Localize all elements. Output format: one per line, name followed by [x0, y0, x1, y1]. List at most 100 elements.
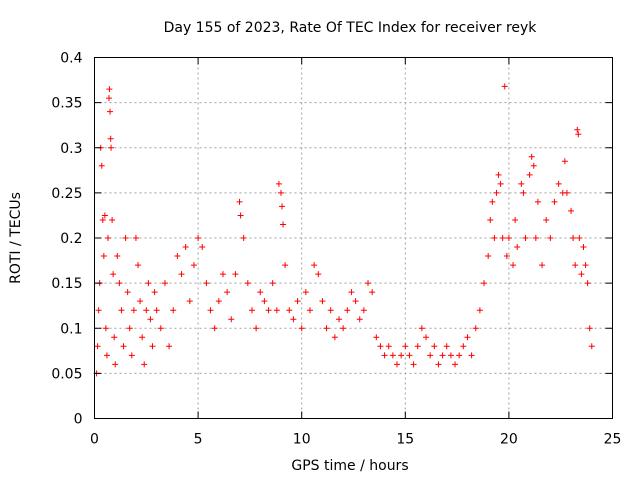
data-point: [107, 135, 114, 142]
data-point: [518, 180, 525, 187]
data-point: [94, 343, 101, 350]
data-point: [568, 207, 575, 214]
data-point: [98, 162, 105, 169]
data-point: [102, 325, 109, 332]
data-point: [481, 280, 488, 287]
data-point: [561, 158, 568, 165]
data-point: [207, 307, 214, 314]
y-tick-label: 0.2: [60, 231, 82, 247]
data-point: [491, 235, 498, 241]
data-point: [228, 316, 235, 323]
x-tick-label: 25: [604, 432, 622, 448]
data-point: [522, 235, 529, 241]
data-point: [104, 235, 111, 241]
data-point: [335, 316, 342, 323]
data-point: [151, 289, 158, 296]
x-tick-labels: 0 5 10 15 20 25: [90, 432, 621, 448]
data-point: [543, 216, 550, 223]
data-point: [135, 262, 142, 269]
data-point: [377, 343, 384, 350]
data-point: [265, 307, 272, 314]
data-point: [311, 262, 318, 269]
data-point: [219, 271, 226, 278]
data-point: [186, 298, 193, 305]
data-point: [248, 307, 255, 314]
data-point: [575, 131, 582, 138]
data-point: [302, 289, 309, 296]
data-point: [381, 352, 388, 359]
data-point: [257, 289, 264, 296]
data-point: [120, 343, 127, 350]
data-point: [145, 280, 152, 287]
data-point: [112, 361, 119, 368]
data-point: [497, 180, 504, 187]
data-point: [406, 352, 413, 359]
x-tick-label: 20: [500, 432, 518, 448]
data-point: [107, 108, 114, 115]
data-point: [103, 352, 110, 359]
data-point: [166, 343, 173, 350]
data-point: [99, 216, 106, 223]
data-point: [340, 325, 347, 332]
y-tick-label: 0.3: [60, 141, 82, 157]
data-point: [563, 189, 570, 196]
data-point: [139, 334, 146, 341]
data-points: [93, 83, 595, 377]
data-point: [499, 235, 506, 241]
data-point: [365, 280, 372, 287]
y-tick-label: 0.05: [51, 366, 82, 382]
data-point: [126, 325, 133, 332]
data-point: [141, 361, 148, 368]
y-tick-labels: 0 0.05 0.1 0.15 0.2 0.25 0.3 0.35 0.4: [51, 51, 82, 428]
data-point: [505, 235, 512, 241]
data-point: [360, 307, 367, 314]
data-point: [570, 235, 577, 241]
data-point: [344, 307, 351, 314]
data-point: [348, 289, 355, 296]
data-point: [452, 361, 459, 368]
data-point: [95, 307, 102, 314]
data-point: [576, 235, 583, 241]
data-point: [203, 280, 210, 287]
data-point: [174, 253, 181, 260]
data-point: [275, 180, 282, 187]
data-point: [109, 216, 116, 223]
chart-title: Day 155 of 2023, Rate Of TEC Index for r…: [164, 20, 538, 36]
data-point: [394, 361, 401, 368]
data-point: [143, 307, 150, 314]
data-point: [464, 334, 471, 341]
axis-ticks: [94, 57, 613, 419]
data-point: [153, 307, 160, 314]
data-point: [534, 198, 541, 205]
data-point: [211, 325, 218, 332]
data-point: [215, 298, 222, 305]
data-point: [130, 307, 137, 314]
y-tick-label: 0.35: [51, 96, 82, 112]
y-tick-label: 0.1: [60, 321, 82, 337]
data-point: [100, 253, 107, 260]
data-point: [389, 352, 396, 359]
data-point: [132, 235, 139, 241]
data-point: [423, 334, 430, 341]
data-point: [178, 271, 185, 278]
data-point: [149, 343, 156, 350]
data-point: [520, 189, 527, 196]
data-point: [106, 86, 113, 93]
y-axis-label: ROTI / TECUs: [8, 192, 24, 284]
data-point: [290, 316, 297, 323]
data-point: [286, 307, 293, 314]
data-point: [106, 95, 113, 102]
data-point: [124, 289, 131, 296]
data-point: [447, 352, 454, 359]
data-point: [532, 235, 539, 241]
data-point: [352, 298, 359, 305]
data-point: [510, 262, 517, 269]
data-point: [512, 216, 519, 223]
data-point: [277, 189, 284, 196]
data-point: [439, 352, 446, 359]
data-point: [237, 212, 244, 219]
data-point: [170, 307, 177, 314]
data-point: [190, 262, 197, 269]
data-point: [319, 298, 326, 305]
